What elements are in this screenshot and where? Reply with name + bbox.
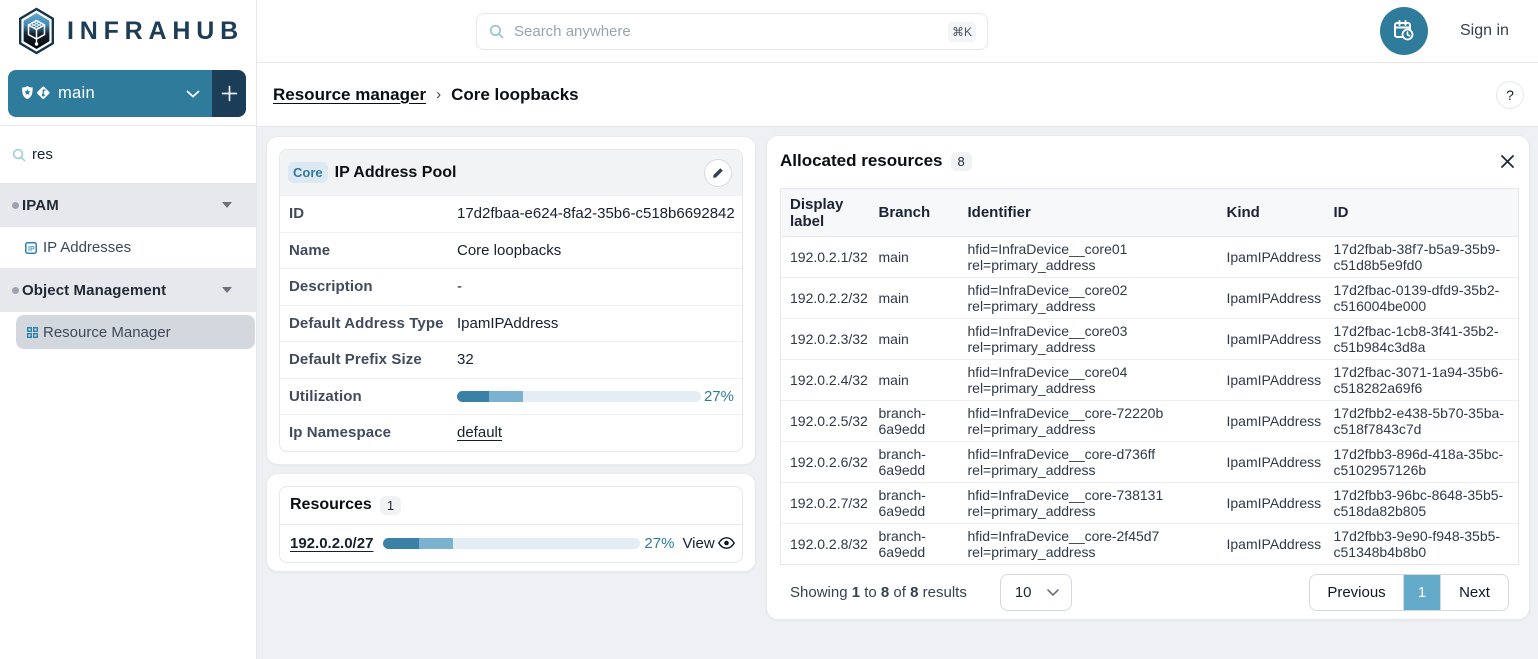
svg-text:IP: IP <box>28 246 35 253</box>
